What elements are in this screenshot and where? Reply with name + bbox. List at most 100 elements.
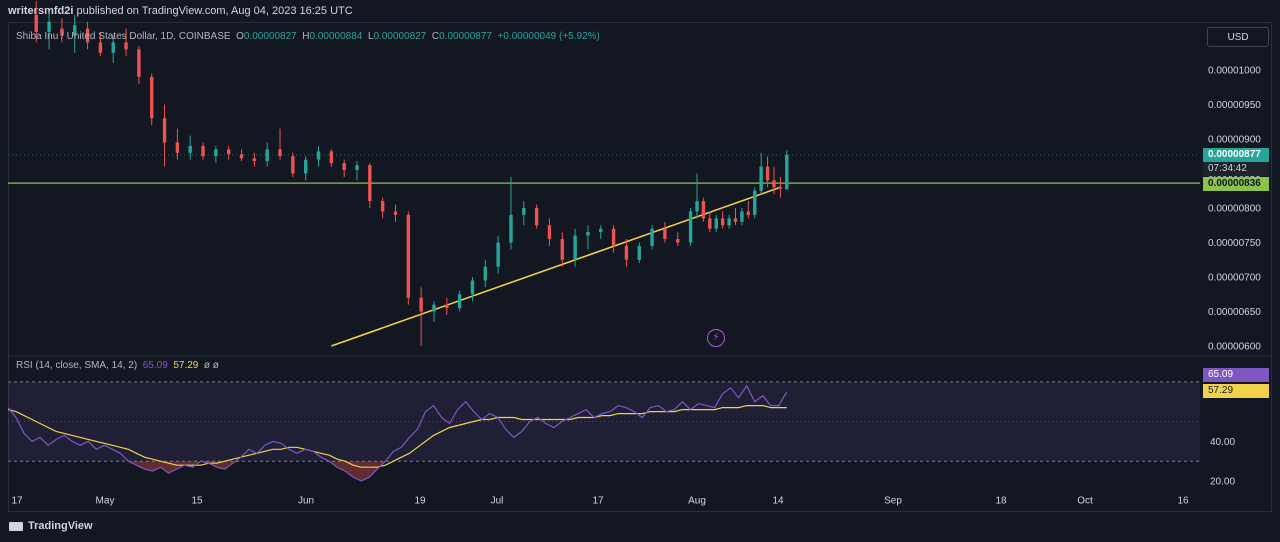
currency-button[interactable]: USD [1207,27,1269,47]
candle-body [534,208,539,226]
candle-body [765,166,770,181]
price-axis-label: 0.00000700 [1208,273,1261,284]
candle-body [137,49,141,77]
time-axis-label: 14 [772,496,784,507]
candle-body [753,190,757,215]
time-axis-label: 18 [995,496,1007,507]
sma-value-tag: 57.29 [1203,384,1269,398]
close-value: 0.00000877 [439,31,492,42]
footer [0,512,1280,542]
candle-body [60,28,64,36]
rsi-legend-value: 65.09 [142,360,168,371]
candle-body [599,228,603,233]
price-axis-label: 0.00000900 [1208,135,1261,146]
price-axis-label: 0.00000800 [1208,204,1261,215]
sma-legend-value: 57.29 [173,360,199,371]
lightning-icon[interactable]: ⚡ [707,329,725,347]
candle-body [720,218,725,226]
candle-body [239,154,244,159]
candle-body [98,42,103,53]
time-axis-label: Jun [298,496,314,507]
time-axis-label: 17 [11,496,23,507]
candle-body [676,239,680,243]
candle-body [265,149,269,162]
candle-body [150,76,154,119]
time-axis-label: May [96,496,115,507]
candle-body [509,214,513,243]
symbol-name: Shiba Inu / United States Dollar, 1D, CO… [16,31,231,42]
candle-body [560,239,564,260]
time-axis-label: 19 [414,496,426,507]
publish-text: published on TradingView.com, Aug 04, 20… [73,5,353,17]
tradingview-brand: TradingView [28,520,93,532]
candle-body [457,294,462,309]
candle-body [701,201,706,219]
candle-body [470,280,475,295]
candle-body [432,304,436,312]
candle-body [759,166,763,191]
high-label: H [302,31,310,42]
candle-body [47,21,51,33]
candle-body [188,145,192,153]
candle-body [329,151,334,164]
candle-body [226,149,231,155]
chart-frame [8,22,1272,512]
candle-body [162,118,167,143]
candle-body [316,151,321,160]
candle-body [573,235,577,260]
rsi-legend: RSI (14, close, SMA, 14, 2) 65.09 57.29 … [16,360,219,371]
rsi-legend-extra: ø ø [203,360,219,371]
tradingview-logo[interactable]: TradingView [9,520,93,532]
candle-body [393,211,398,215]
candle-body [368,165,372,202]
candle-body [355,165,359,171]
rsi-sma-line [7,405,787,468]
low-value: 0.00000827 [373,31,427,42]
price-axis-label: 0.00001000 [1208,66,1261,77]
candle-body [772,180,776,188]
high-value: 0.00000884 [309,31,363,42]
candle-body [73,25,77,36]
candle-body [214,149,218,157]
candle-body [34,14,38,33]
price-axis-label: 0.00000600 [1208,342,1261,353]
trendline [331,186,781,347]
candle-body [708,218,712,229]
countdown-tag: 07:34:42 [1203,162,1269,176]
candle-body [586,232,590,236]
candle-body [522,208,526,215]
low-label: L [367,31,374,42]
candle-body [278,149,282,157]
candle-body [547,225,552,240]
candle-body [342,163,346,171]
price-axis-label: 0.00000750 [1208,238,1261,249]
candle-body [124,42,128,50]
candle-body [406,214,411,298]
candle-body [733,218,738,222]
candle-body [201,145,205,157]
candle-body [303,159,308,174]
rsi-oversold-fill [8,461,787,481]
price-axis-label: 0.00000650 [1208,307,1261,318]
candle-body [252,158,257,162]
time-axis-label: Sep [884,496,902,507]
candle-body [746,211,751,215]
candle-body [85,28,90,43]
candle-body [111,42,115,53]
candle-body [611,228,616,246]
time-axis-label: Oct [1077,496,1093,507]
time-axis-label: 17 [592,496,604,507]
rsi-label: RSI (14, close, SMA, 14, 2) [16,360,138,371]
open-value: 0.00000827 [243,31,297,42]
rsi-value-tag: 65.09 [1203,368,1269,382]
change-value: +0.00000049 (+5.92%) [497,31,600,42]
candle-body [714,218,718,229]
publisher-name: writersmfd2i [8,5,74,17]
candle-body [380,201,385,212]
candle-body [483,266,488,281]
symbol-legend: Shiba Inu / United States Dollar, 1D, CO… [16,31,600,42]
candle-body [740,211,744,222]
candle-body [650,228,654,246]
time-axis-label: Jul [491,496,504,507]
